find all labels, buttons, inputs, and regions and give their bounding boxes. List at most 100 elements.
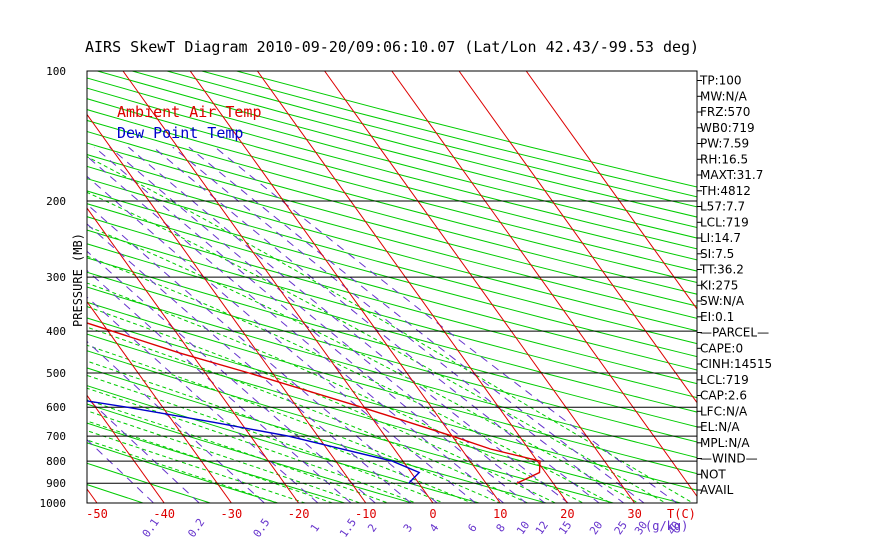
dry-adiabat bbox=[87, 165, 697, 332]
stat-item: CAPE:0 bbox=[700, 341, 743, 355]
mixing-ratio-line bbox=[172, 146, 625, 503]
isotherm bbox=[87, 300, 232, 503]
dry-adiabat bbox=[87, 367, 549, 503]
stat-item: FRZ:570 bbox=[700, 105, 750, 119]
mixing-ratio-tick-label: 4 bbox=[427, 521, 442, 534]
chart-title: AIRS SkewT Diagram 2010-09-20/09:06:10.0… bbox=[85, 38, 699, 56]
isotherm bbox=[122, 71, 434, 503]
stat-item: LCL:719 bbox=[700, 215, 749, 229]
mixing-ratio-tick-label: 20 bbox=[587, 519, 605, 537]
stat-item: MAXT:31.7 bbox=[700, 168, 763, 182]
isotherm bbox=[87, 113, 367, 503]
stat-item: RH:16.5 bbox=[700, 152, 748, 166]
stat-item: —WIND— bbox=[700, 452, 758, 466]
moist-adiabat bbox=[87, 360, 473, 503]
isotherm bbox=[458, 71, 697, 404]
moist-adiabat bbox=[87, 344, 501, 503]
dry-adiabat bbox=[87, 98, 697, 261]
moist-adiabat bbox=[87, 225, 640, 503]
mixing-ratio-tick-label: 40 bbox=[665, 519, 683, 537]
dry-adiabat bbox=[166, 71, 697, 208]
dry-adiabat bbox=[87, 271, 697, 443]
stat-item: MPL:N/A bbox=[700, 436, 750, 450]
isotherm bbox=[525, 71, 697, 310]
stat-item: KI:275 bbox=[700, 278, 738, 292]
mixing-ratio-line bbox=[87, 155, 505, 503]
pressure-tick-label: 200 bbox=[46, 195, 66, 208]
mixing-ratio-tick-label: 30 bbox=[632, 519, 650, 537]
moist-adiabat bbox=[87, 255, 612, 503]
bottom-temp-tick-label: -10 bbox=[355, 507, 377, 521]
stat-item: L57:7.7 bbox=[700, 200, 745, 214]
dry-adiabat bbox=[87, 119, 697, 284]
x-unit-label: T(C) bbox=[667, 507, 696, 521]
isotherm bbox=[391, 71, 697, 498]
mixing-ratio-tick-label: 25 bbox=[612, 519, 630, 537]
dry-adiabat bbox=[0, 71, 35, 512]
pressure-tick-label: 500 bbox=[46, 367, 66, 380]
dry-adiabat bbox=[87, 442, 280, 503]
dry-adiabat bbox=[87, 333, 683, 503]
isotherm bbox=[256, 71, 568, 503]
dry-adiabat bbox=[87, 109, 697, 272]
pressure-tick-label: 100 bbox=[46, 65, 66, 78]
bottom-temp-tick-label: -50 bbox=[86, 507, 108, 521]
mixing-ratio-tick-label: 8 bbox=[494, 522, 508, 535]
isotherm bbox=[189, 71, 501, 503]
bottom-temp-tick-label: -20 bbox=[288, 507, 310, 521]
stat-item: MW:N/A bbox=[700, 89, 748, 103]
stat-item: PW:7.59 bbox=[700, 137, 749, 151]
stat-item: LI:14.7 bbox=[700, 231, 741, 245]
mixing-ratio-line bbox=[87, 340, 266, 503]
y-axis-label: PRESSURE (MB) bbox=[71, 233, 85, 327]
stat-item: WB0:719 bbox=[700, 121, 755, 135]
pressure-tick-label: 1000 bbox=[40, 497, 67, 510]
bottom-temp-tick-label: -30 bbox=[221, 507, 243, 521]
pressure-tick-label: 300 bbox=[46, 271, 66, 284]
dry-adiabat bbox=[87, 257, 697, 428]
isotherm bbox=[87, 394, 165, 503]
stat-item: CAP:2.6 bbox=[700, 389, 747, 403]
moist-adiabat bbox=[87, 374, 445, 503]
mixing-ratio-tick-label: 0.5 bbox=[251, 516, 273, 540]
series-layer bbox=[87, 322, 541, 484]
dry-adiabat bbox=[87, 229, 697, 399]
dry-adiabat bbox=[87, 154, 697, 319]
stat-item: —PARCEL— bbox=[700, 326, 769, 340]
ticks-layer: 1002003004005006007008009001000-120-110-… bbox=[40, 65, 696, 540]
moist-adiabat bbox=[87, 306, 557, 503]
mixing-ratio-tick-label: 0.2 bbox=[185, 516, 207, 540]
bottom-temp-tick-label: 30 bbox=[627, 507, 641, 521]
mixing-ratio-tick-label: 10 bbox=[514, 519, 532, 537]
dry-adiabat bbox=[87, 301, 697, 475]
dry-adiabat bbox=[87, 130, 697, 295]
dry-adiabat bbox=[87, 190, 697, 358]
moist-adiabat bbox=[87, 430, 307, 503]
legend-air-temp: Ambient Air Temp bbox=[117, 103, 262, 121]
moist-adiabat bbox=[87, 439, 280, 503]
dry-adiabat bbox=[87, 203, 697, 371]
dry-adiabat bbox=[87, 422, 347, 503]
bottom-temp-tick-label: 10 bbox=[493, 507, 507, 521]
dry-adiabat bbox=[87, 142, 697, 307]
mixing-ratio-line bbox=[94, 146, 527, 503]
stat-item: TP:100 bbox=[699, 74, 742, 88]
dew-point-profile bbox=[87, 400, 421, 484]
mixing-ratio-line bbox=[214, 146, 678, 503]
mixing-ratio-tick-label: 12 bbox=[533, 519, 551, 537]
moist-adiabat bbox=[87, 420, 334, 503]
stat-item: TT:36.2 bbox=[699, 263, 744, 277]
dry-adiabat bbox=[87, 403, 414, 503]
stat-item: SW:N/A bbox=[700, 294, 745, 308]
pressure-tick-label: 600 bbox=[46, 401, 66, 414]
stat-item: LCL:719 bbox=[700, 373, 749, 387]
mixing-ratio-tick-label: 1 bbox=[308, 522, 322, 535]
moist-adiabat bbox=[87, 410, 362, 503]
pressure-tick-label: 900 bbox=[46, 477, 66, 490]
stat-item: EL:N/A bbox=[700, 420, 740, 434]
isotherm bbox=[324, 71, 636, 503]
dry-adiabat bbox=[87, 243, 697, 413]
pressure-tick-label: 800 bbox=[46, 455, 66, 468]
dry-adiabat bbox=[87, 350, 616, 503]
stat-item: CINH:14515 bbox=[700, 357, 772, 371]
